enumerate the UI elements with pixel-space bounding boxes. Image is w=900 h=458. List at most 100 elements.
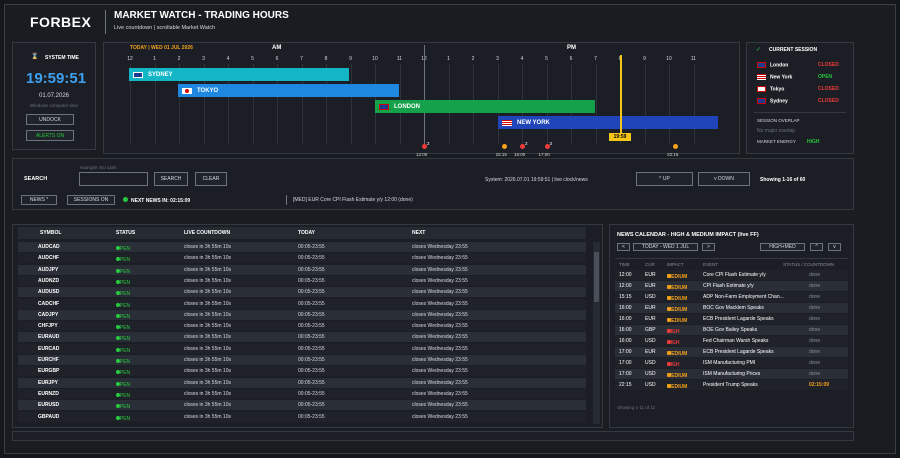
news-row[interactable]: 12:00 EUR MEDIUM Core CPI Flash Estimate y/… [615,270,848,280]
news-row[interactable]: 15:15 USD MEDIUM ADP Non-Farm Employment Ch… [615,292,848,302]
market-countdown: closes in 3h 55m 10s [184,402,231,409]
market-today-hours: 00:05-23:55 [298,379,325,386]
market-scrollbar[interactable] [593,242,600,424]
session-name: London [770,62,789,69]
next-news-countdown: NEXT NEWS IN: 02:15:09 [131,198,191,204]
news-impact-text: HIGH [667,329,680,335]
market-symbol: CHFJPY [38,323,58,330]
news-row[interactable]: 16:00 USD HIGH Fed Chairman Warsh Speaks don… [615,336,848,346]
market-status-text: OPEN [116,392,131,399]
market-row[interactable]: GBPAUD OPEN closes in 3h 55m 10s 00:05-23:5… [18,411,586,422]
session-bar-new-york[interactable]: NEW YORK [498,116,718,129]
hour-tick-label: 5 [251,56,254,62]
market-today-hours: 00:05-23:55 [298,323,325,330]
news-col-status: STATUS / COUNTDOWN [783,262,835,267]
market-countdown: closes in 3h 55m 10s [184,379,231,386]
market-row[interactable]: AUDJPY OPEN closes in 3h 55m 10s 00:05-23:5… [18,264,586,275]
status-dot-icon [116,370,120,375]
news-row[interactable]: 17:00 USD MEDIUM ISM Manufacturing Prices do… [615,369,848,379]
market-row[interactable]: AUDCHF OPEN closes in 3h 55m 10s 00:05-23:5… [18,253,586,264]
session-bar-sydney[interactable]: SYDNEY [129,68,349,81]
news-scroll-down-button[interactable]: v [828,243,841,251]
market-row[interactable]: CHFJPY OPEN closes in 3h 55m 10s 00:05-23:5… [18,321,586,332]
clear-button[interactable]: CLEAR [195,172,227,186]
impact-dot-icon [667,340,671,344]
status-dot-icon [116,347,120,352]
col-today: TODAY [298,230,315,236]
market-row[interactable]: CADCHF OPEN closes in 3h 55m 10s 00:05-23:5… [18,298,586,309]
market-scrollbar-thumb[interactable] [594,252,599,302]
hour-tick-label: 7 [300,56,303,62]
news-event: BOE Gov Bailey Speaks [703,327,758,333]
news-status: done [809,316,821,322]
market-row[interactable]: EURUSD OPEN closes in 3h 55m 10s 00:05-23:5… [18,400,586,411]
hour-gridline [179,64,180,144]
news-ticker-divider [286,195,287,205]
market-row[interactable]: EURNZD OPEN closes in 3h 55m 10s 00:05-23:5… [18,388,586,399]
check-icon: ✓ [756,47,762,53]
news-event: ISM Manufacturing PMI [703,360,756,366]
col-next: NEXT [412,230,426,236]
news-event: ISM Manufacturing Prices [703,371,761,377]
market-next: closes Wednesday 23:55 [412,289,468,296]
news-scroll-up-button[interactable]: ^ [810,243,823,251]
news-row[interactable]: 17:00 USD HIGH ISM Manufacturing PMI done [615,358,848,368]
market-row[interactable]: AUDUSD OPEN closes in 3h 55m 10s 00:05-23:5… [18,287,586,298]
news-event-marker[interactable] [544,144,550,149]
hour-tick-label: 1 [153,56,156,62]
news-row[interactable]: 17:00 EUR MEDIUM ECB President Lagarde Spea… [615,347,848,357]
market-next: closes Wednesday 23:55 [412,402,468,409]
news-row[interactable]: 16:00 EUR MEDIUM ECB President Lagarde Spea… [615,314,848,324]
market-countdown: closes in 3h 55m 10s [184,289,231,296]
news-today-button[interactable]: TODAY - WED 1 JUL [633,243,698,251]
market-symbol: AUDNZD [38,277,60,284]
market-row[interactable]: EURGBP OPEN closes in 3h 55m 10s 00:05-23:5… [18,366,586,377]
scroll-up-button[interactable]: ^ UP [636,172,693,186]
hour-tick-label: 3 [496,56,499,62]
alerts-toggle-button[interactable]: ALERTS ON [26,130,74,141]
news-event-marker[interactable] [501,144,507,149]
news-event-marker[interactable] [422,144,427,149]
market-next: closes Wednesday 23:55 [412,390,468,397]
market-row[interactable]: AUDCAD OPEN closes in 3h 55m 10s 00:05-23:5… [18,242,586,252]
market-row[interactable]: EURJPY OPEN closes in 3h 55m 10s 00:05-23:5… [18,377,586,388]
news-next-day-button[interactable]: > [702,243,715,251]
brand-logo: FORBEX [30,14,92,30]
search-input[interactable] [79,172,148,186]
news-event-marker[interactable] [673,144,679,149]
news-event: President Trump Speaks [703,382,758,388]
session-bar-london[interactable]: LONDON [375,100,595,113]
news-prev-day-button[interactable]: < [617,243,630,251]
market-row[interactable]: AUDNZD OPEN closes in 3h 55m 10s 00:05-23:5… [18,275,586,286]
scroll-down-button[interactable]: v DOWN [698,172,750,186]
status-dot-icon [116,392,120,397]
market-today-hours: 00:05-23:55 [298,402,325,409]
news-row[interactable]: 12:00 EUR MEDIUM CPI Flash Estimate y/y done [615,281,848,291]
news-impact-filter-button[interactable]: HIGH+MED [760,243,805,251]
market-today-hours: 00:05-23:55 [298,255,325,262]
undock-button[interactable]: UNDOCK [26,114,74,125]
market-symbol: AUDCHF [38,255,60,262]
news-event-marker[interactable] [520,144,525,149]
us-flag-icon [502,119,512,126]
news-row[interactable]: 16:00 EUR MEDIUM BOC Gov Macklem Speaks done [615,303,848,313]
market-next: closes Wednesday 23:55 [412,334,468,341]
search-button[interactable]: SEARCH [154,172,188,186]
market-row[interactable]: EURAUD OPEN closes in 3h 55m 10s 00:05-23:5… [18,332,586,343]
sessions-toggle-button[interactable]: SESSIONS ON [67,195,115,205]
hour-gridline [130,64,131,144]
news-toggle-button[interactable]: NEWS * [21,195,57,205]
news-time: 17:00 [619,360,632,366]
news-row[interactable]: 16:00 GBP HIGH BOE Gov Bailey Speaks done [615,325,848,335]
market-next: closes Wednesday 23:55 [412,311,468,318]
news-row[interactable]: 22:15 USD MEDIUM President Trump Speaks 02:1… [615,380,848,390]
session-bar-tokyo[interactable]: TOKYO [178,84,399,97]
market-symbol: EURAUD [38,334,60,341]
session-name: Sydney [770,98,788,105]
next-news-indicator: NEXT NEWS IN: 02:15:09 [123,197,190,204]
market-row[interactable]: EURCAD OPEN closes in 3h 55m 10s 00:05-23:5… [18,343,586,354]
news-ticker: [MED] EUR Core CPI Flash Estimate y/y 12… [293,197,413,203]
japan-flag-icon [182,87,192,94]
market-row[interactable]: EURCHF OPEN closes in 3h 55m 10s 00:05-23:5… [18,355,586,365]
market-row[interactable]: CADJPY OPEN closes in 3h 55m 10s 00:05-23:5… [18,309,586,320]
